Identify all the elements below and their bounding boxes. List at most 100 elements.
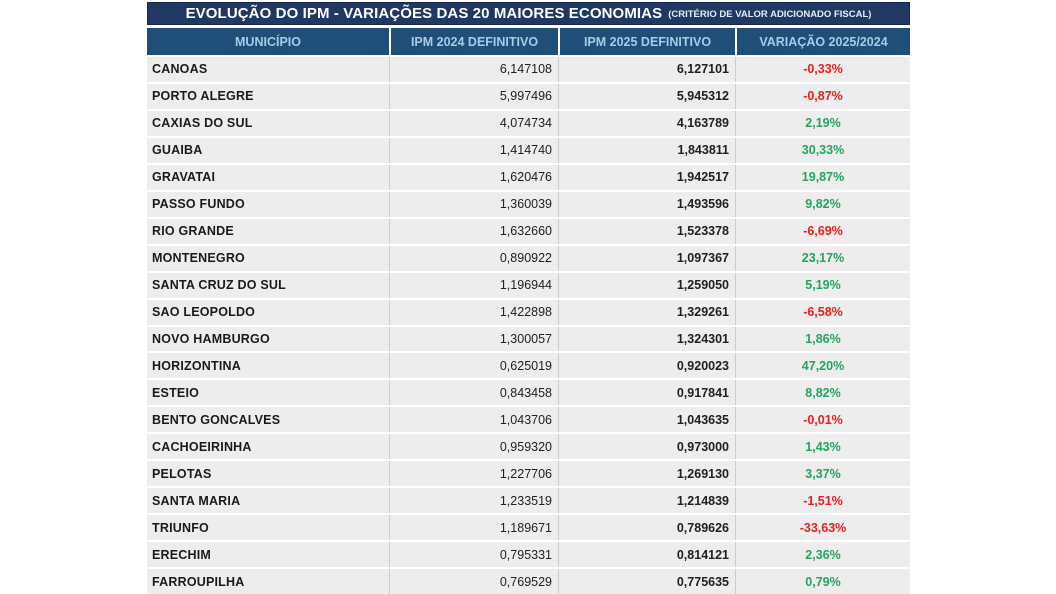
ipm-2024-cell: 0,769529 bbox=[389, 569, 558, 594]
ipm-2025-cell: 1,329261 bbox=[558, 299, 735, 325]
ipm-2025-cell: 1,259050 bbox=[558, 272, 735, 298]
table-row: ESTEIO 0,843458 0,917841 8,82% bbox=[147, 380, 910, 406]
ipm-2025-cell: 1,214839 bbox=[558, 488, 735, 514]
ipm-2025-cell: 1,097367 bbox=[558, 245, 735, 271]
table-row: FARROUPILHA 0,769529 0,775635 0,79% bbox=[147, 569, 910, 594]
variacao-cell: 47,20% bbox=[735, 353, 910, 379]
municipio-cell: GRAVATAI bbox=[152, 170, 216, 185]
ipm-2024-cell: 0,959320 bbox=[389, 434, 558, 460]
ipm-2024-cell: 4,074734 bbox=[389, 110, 558, 136]
ipm-2025-cell: 0,775635 bbox=[558, 569, 735, 594]
table-row: CACHOEIRINHA 0,959320 0,973000 1,43% bbox=[147, 434, 910, 460]
variacao-cell: 0,79% bbox=[735, 569, 910, 594]
ipm-2024-cell: 5,997496 bbox=[389, 83, 558, 109]
municipio-cell: HORIZONTINA bbox=[152, 358, 241, 373]
ipm-2024-cell: 1,196944 bbox=[389, 272, 558, 298]
table-row: SANTA CRUZ DO SUL 1,196944 1,259050 5,19% bbox=[147, 272, 910, 298]
variacao-cell: -33,63% bbox=[735, 515, 910, 541]
ipm-table: EVOLUÇÃO DO IPM - VARIAÇÕES DAS 20 MAIOR… bbox=[147, 2, 910, 594]
table-row: NOVO HAMBURGO 1,300057 1,324301 1,86% bbox=[147, 326, 910, 352]
municipio-cell: MONTENEGRO bbox=[152, 251, 245, 266]
municipio-cell: CANOAS bbox=[152, 62, 208, 77]
table-body: CANOAS 6,147108 6,127101 -0,33% PORTO ALEGRE… bbox=[147, 57, 910, 594]
variacao-cell: -0,87% bbox=[735, 83, 910, 109]
variacao-cell: 19,87% bbox=[735, 164, 910, 190]
ipm-2025-cell: 1,523378 bbox=[558, 218, 735, 244]
municipio-cell: CAXIAS DO SUL bbox=[152, 116, 253, 131]
table-row: HORIZONTINA 0,625019 0,920023 47,20% bbox=[147, 353, 910, 379]
ipm-2024-cell: 0,625019 bbox=[389, 353, 558, 379]
table-row: SAO LEOPOLDO 1,422898 1,329261 -6,58% bbox=[147, 299, 910, 325]
ipm-2024-cell: 1,414740 bbox=[389, 137, 558, 163]
ipm-2024-cell: 1,422898 bbox=[389, 299, 558, 325]
table-row: BENTO GONCALVES 1,043706 1,043635 -0,01% bbox=[147, 407, 910, 433]
ipm-2024-cell: 1,300057 bbox=[389, 326, 558, 352]
municipio-cell: SANTA CRUZ DO SUL bbox=[152, 278, 286, 293]
municipio-cell: CACHOEIRINHA bbox=[152, 439, 252, 454]
variacao-cell: 23,17% bbox=[735, 245, 910, 271]
ipm-2024-cell: 0,795331 bbox=[389, 542, 558, 568]
variacao-cell: -1,51% bbox=[735, 488, 910, 514]
variacao-cell: 8,82% bbox=[735, 380, 910, 406]
column-header-municipio: MUNICÍPIO bbox=[147, 28, 389, 55]
table-header-row: MUNICÍPIO IPM 2024 DEFINITIVO IPM 2025 D… bbox=[147, 28, 910, 55]
ipm-2025-cell: 5,945312 bbox=[558, 83, 735, 109]
municipio-cell: ESTEIO bbox=[152, 385, 200, 400]
ipm-2025-cell: 0,973000 bbox=[558, 434, 735, 460]
municipio-cell: ERECHIM bbox=[152, 547, 212, 562]
table-row: RIO GRANDE 1,632660 1,523378 -6,69% bbox=[147, 218, 910, 244]
ipm-2025-cell: 0,917841 bbox=[558, 380, 735, 406]
variacao-cell: 2,19% bbox=[735, 110, 910, 136]
table-row: MONTENEGRO 0,890922 1,097367 23,17% bbox=[147, 245, 910, 271]
variacao-cell: -0,33% bbox=[735, 57, 910, 82]
ipm-2024-cell: 1,227706 bbox=[389, 461, 558, 487]
municipio-cell: BENTO GONCALVES bbox=[152, 412, 281, 427]
ipm-2025-cell: 1,324301 bbox=[558, 326, 735, 352]
municipio-cell: FARROUPILHA bbox=[152, 574, 245, 589]
municipio-cell: SAO LEOPOLDO bbox=[152, 305, 256, 320]
municipio-cell: PASSO FUNDO bbox=[152, 197, 245, 212]
ipm-2024-cell: 1,043706 bbox=[389, 407, 558, 433]
table-title-bar: EVOLUÇÃO DO IPM - VARIAÇÕES DAS 20 MAIOR… bbox=[147, 2, 910, 25]
ipm-2025-cell: 1,043635 bbox=[558, 407, 735, 433]
table-row: PASSO FUNDO 1,360039 1,493596 9,82% bbox=[147, 191, 910, 217]
table-row: PORTO ALEGRE 5,997496 5,945312 -0,87% bbox=[147, 83, 910, 109]
table-row: TRIUNFO 1,189671 0,789626 -33,63% bbox=[147, 515, 910, 541]
municipio-cell: RIO GRANDE bbox=[152, 224, 234, 239]
variacao-cell: 3,37% bbox=[735, 461, 910, 487]
variacao-cell: -6,58% bbox=[735, 299, 910, 325]
column-header-variacao: VARIAÇÃO 2025/2024 bbox=[735, 28, 910, 55]
table-row: GRAVATAI 1,620476 1,942517 19,87% bbox=[147, 164, 910, 190]
ipm-2024-cell: 1,233519 bbox=[389, 488, 558, 514]
ipm-2024-cell: 0,843458 bbox=[389, 380, 558, 406]
variacao-cell: 1,43% bbox=[735, 434, 910, 460]
ipm-2025-cell: 0,920023 bbox=[558, 353, 735, 379]
ipm-2025-cell: 1,843811 bbox=[558, 137, 735, 163]
table-row: PELOTAS 1,227706 1,269130 3,37% bbox=[147, 461, 910, 487]
ipm-2024-cell: 1,189671 bbox=[389, 515, 558, 541]
municipio-cell: PELOTAS bbox=[152, 466, 212, 481]
ipm-2025-cell: 1,493596 bbox=[558, 191, 735, 217]
table-row: CAXIAS DO SUL 4,074734 4,163789 2,19% bbox=[147, 110, 910, 136]
ipm-2025-cell: 0,789626 bbox=[558, 515, 735, 541]
table-subtitle: (CRITÉRIO DE VALOR ADICIONADO FISCAL) bbox=[668, 9, 872, 20]
ipm-2025-cell: 6,127101 bbox=[558, 57, 735, 82]
ipm-2025-cell: 4,163789 bbox=[558, 110, 735, 136]
table-row: ERECHIM 0,795331 0,814121 2,36% bbox=[147, 542, 910, 568]
table-row: CANOAS 6,147108 6,127101 -0,33% bbox=[147, 57, 910, 82]
municipio-cell: NOVO HAMBURGO bbox=[152, 332, 270, 346]
column-header-ipm-2024: IPM 2024 DEFINITIVO bbox=[389, 28, 558, 55]
municipio-cell: SANTA MARIA bbox=[152, 493, 241, 508]
ipm-2024-cell: 1,360039 bbox=[389, 191, 558, 217]
ipm-2025-cell: 1,942517 bbox=[558, 164, 735, 190]
variacao-cell: 5,19% bbox=[735, 272, 910, 298]
table-row: GUAIBA 1,414740 1,843811 30,33% bbox=[147, 137, 910, 163]
variacao-cell: 9,82% bbox=[735, 191, 910, 217]
variacao-cell: 30,33% bbox=[735, 137, 910, 163]
variacao-cell: 2,36% bbox=[735, 542, 910, 568]
ipm-2025-cell: 0,814121 bbox=[558, 542, 735, 568]
ipm-2024-cell: 1,632660 bbox=[389, 218, 558, 244]
table-title: EVOLUÇÃO DO IPM - VARIAÇÕES DAS 20 MAIOR… bbox=[185, 5, 663, 22]
municipio-cell: TRIUNFO bbox=[152, 520, 209, 535]
ipm-2025-cell: 1,269130 bbox=[558, 461, 735, 487]
